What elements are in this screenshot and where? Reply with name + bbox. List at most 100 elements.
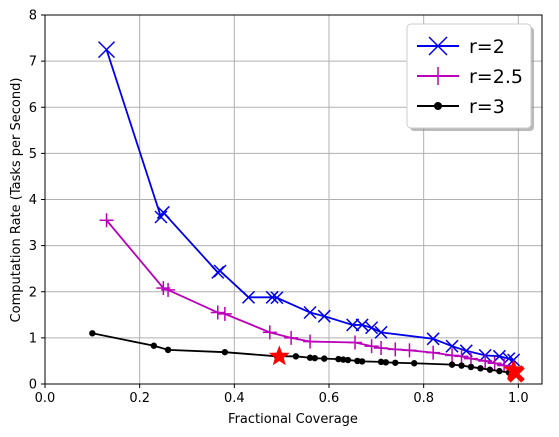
data-point [242,290,256,304]
legend-label: r=2.5 [469,66,523,88]
y-tick-label: 8 [29,9,37,24]
marker-stroke [270,291,284,305]
marker-stroke [265,290,279,304]
x-tick-label: 1.0 [508,391,529,406]
data-point [486,366,494,373]
data-point [497,358,512,373]
data-point [317,309,331,323]
data-point [478,353,493,368]
marker-stroke [507,365,525,383]
legend-label: r=2 [469,36,505,58]
highlight-marker [268,345,290,366]
data-point [364,339,379,354]
marker-stroke [428,36,448,56]
data-point [365,321,379,335]
data-point [496,367,503,375]
data-point [458,362,465,369]
data-point [448,361,456,368]
marker-stroke [346,318,360,332]
data-point [402,343,417,358]
highlight-layer [268,345,525,383]
data-point [374,341,389,356]
data-point [467,363,475,371]
marker-stroke [303,305,317,320]
marker-stroke [317,309,331,323]
marker-stroke [445,339,459,353]
legend-marker [429,67,447,85]
data-point [392,359,399,366]
marker-stroke [213,264,227,278]
y-tick-label: 1 [29,331,37,346]
marker-stroke [426,332,440,346]
y-tick-label: 0 [29,378,37,393]
legend-marker [428,36,448,56]
data-point [210,305,225,320]
y-tick-label: 5 [29,147,37,162]
x-tick-label: 0.2 [129,391,150,406]
data-point [213,264,227,278]
data-point [374,325,388,339]
data-point [454,349,469,364]
y-tick-label: 3 [29,239,37,254]
y-axis-title: Computation Rate (Tasks per Second) [9,78,24,323]
highlight-marker [507,365,525,383]
y-axis-ticks: 0 1 2 3 4 5 6 7 8 [29,9,45,393]
data-point [98,41,116,59]
marker-stroke [365,321,379,335]
legend-entry: r=2 [417,36,505,58]
x-tick-label: 0.6 [319,391,340,406]
data-point [284,330,299,345]
data-point [270,291,284,305]
data-point [311,354,318,362]
data-point [150,342,158,349]
data-point [156,205,170,219]
data-point [164,346,172,354]
data-point [464,351,478,366]
data-point [487,356,502,371]
data-point [221,348,229,356]
data-point [161,282,176,297]
data-point [388,342,403,357]
series-1 [98,41,521,367]
data-point [344,356,352,364]
legend: r=2 r=2.5 r=3 [406,23,534,131]
data-point [89,330,96,337]
data-point [217,306,232,321]
data-point [321,355,328,362]
data-point [303,334,318,349]
legend-marker [434,102,442,110]
y-tick-label: 2 [29,285,37,300]
y-tick-label: 6 [29,101,37,116]
y-tick-label: 4 [29,193,37,208]
data-point [335,355,342,363]
x-tick-label: 0.4 [224,391,245,406]
marker-stroke [374,325,388,339]
data-point [445,339,459,353]
data-point [382,359,389,366]
marker-stroke [156,205,170,219]
data-point [265,290,279,304]
x-tick-label: 0.0 [35,391,56,406]
data-point [377,358,385,366]
data-point [426,332,440,346]
data-point [411,360,418,367]
data-point [477,365,484,372]
data-point [348,335,363,350]
x-axis-ticks: 0.0 0.2 0.4 0.6 0.8 1.0 [35,384,529,406]
x-tick-label: 0.8 [413,391,434,406]
data-point [303,305,317,320]
legend-label: r=3 [469,96,505,118]
data-point [99,213,114,228]
data-point [426,345,441,360]
legend-entry: r=3 [417,96,505,118]
data-point [346,318,360,332]
marker-stroke [98,41,116,59]
marker-stroke [242,290,256,304]
data-point [292,353,300,360]
data-point [445,348,460,363]
data-point [340,356,347,363]
y-tick-label: 7 [29,55,37,70]
marker-stroke [355,318,369,332]
data-point [354,357,361,365]
